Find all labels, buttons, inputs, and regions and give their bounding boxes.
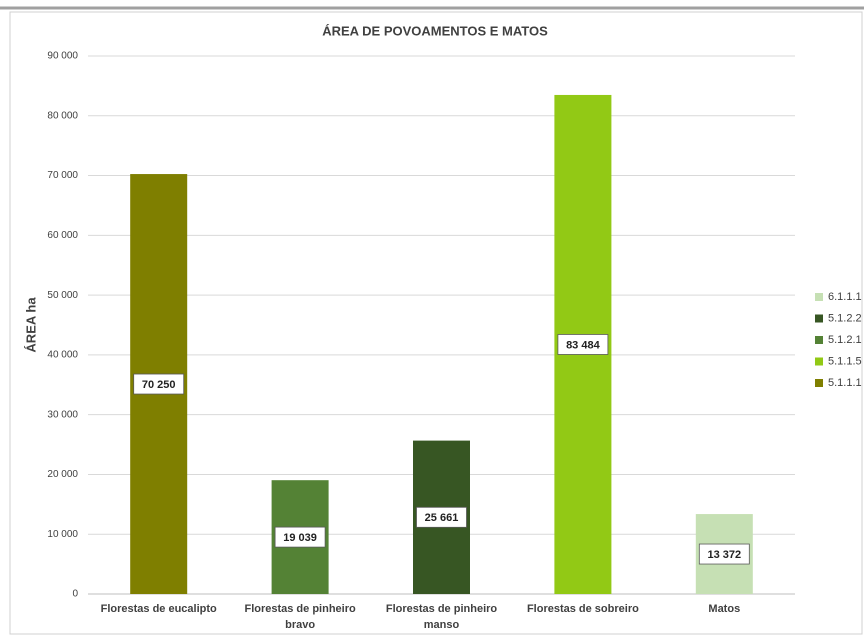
y-axis-label: ÁREA ha bbox=[23, 297, 38, 353]
y-tick-label: 0 bbox=[72, 589, 78, 600]
legend-swatch bbox=[815, 357, 823, 366]
data-label: 13 372 bbox=[707, 549, 741, 561]
legend-label: 5.1.1.5 bbox=[828, 355, 862, 367]
data-label-box bbox=[133, 373, 185, 395]
chart-border bbox=[9, 11, 863, 635]
y-tick-label: 20 000 bbox=[47, 469, 78, 480]
legend-swatch bbox=[815, 336, 823, 344]
data-label: 70 250 bbox=[142, 379, 176, 391]
data-label: 19 039 bbox=[283, 532, 317, 544]
y-tick-label: 10 000 bbox=[47, 529, 78, 540]
y-tick-label: 90 000 bbox=[47, 51, 78, 62]
x-tick-label: Florestas de pinheiro bravo bbox=[244, 603, 356, 631]
x-tick-label: Florestas de pinheiro manso bbox=[386, 603, 498, 631]
legend-swatch bbox=[815, 293, 823, 301]
legend-label: 5.1.2.1 bbox=[828, 334, 862, 346]
data-label-box bbox=[274, 526, 326, 548]
legend-label: 6.1.1.1 bbox=[828, 291, 862, 303]
data-label: 25 661 bbox=[425, 512, 459, 524]
legend-label: 5.1.2.2 bbox=[828, 312, 862, 324]
data-label-box bbox=[698, 543, 750, 565]
y-tick-label: 80 000 bbox=[47, 110, 78, 121]
legend-label: 5.1.1.1 bbox=[828, 377, 862, 389]
legend-swatch bbox=[815, 314, 823, 323]
y-tick-label: 70 000 bbox=[47, 170, 78, 181]
data-label-box bbox=[416, 506, 467, 528]
x-tick-label: Florestas de eucalipto bbox=[101, 603, 217, 615]
y-tick-label: 60 000 bbox=[47, 230, 78, 241]
legend-swatch bbox=[815, 379, 823, 387]
y-tick-label: 30 000 bbox=[47, 409, 78, 420]
data-label: 83 484 bbox=[566, 339, 601, 351]
chart-title: ÁREA DE POVOAMENTOS E MATOS bbox=[322, 23, 548, 38]
y-tick-label: 40 000 bbox=[47, 350, 78, 361]
x-tick-label: Matos bbox=[708, 603, 740, 615]
x-tick-label: Florestas de sobreiro bbox=[527, 603, 639, 615]
data-label-box bbox=[557, 334, 609, 355]
y-tick-label: 50 000 bbox=[47, 290, 78, 301]
